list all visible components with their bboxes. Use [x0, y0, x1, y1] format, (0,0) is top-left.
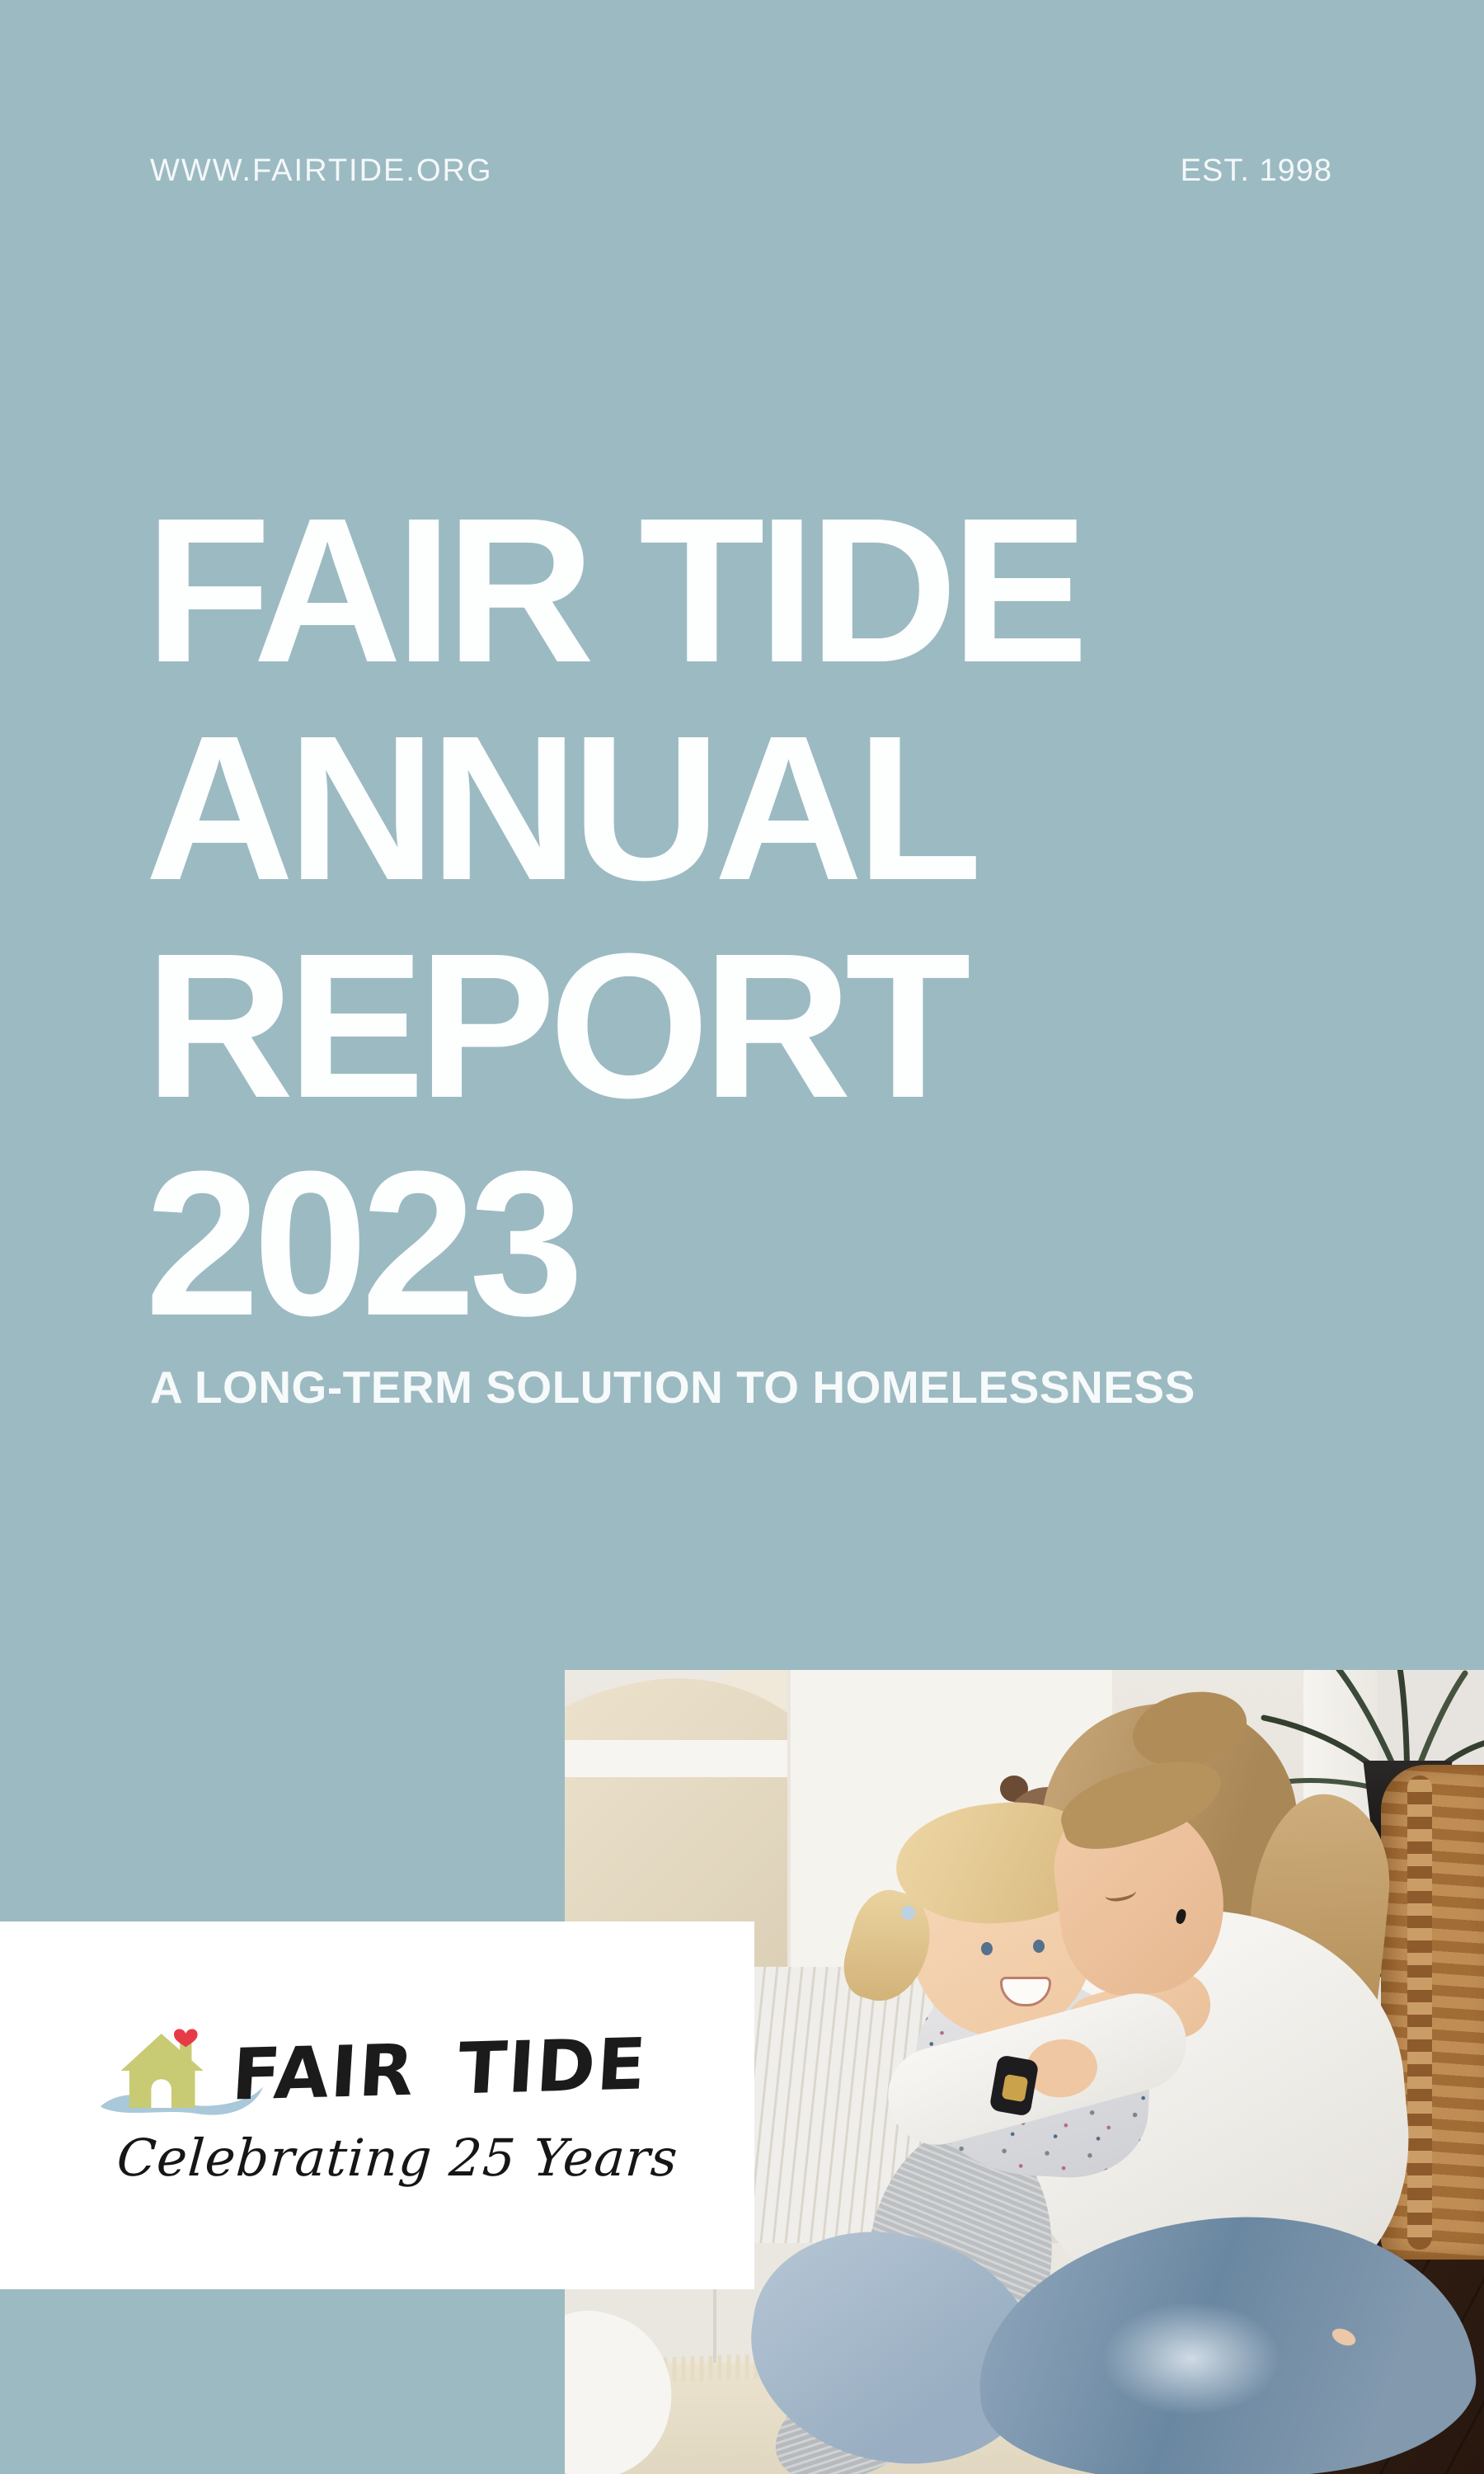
logo-tagline: Celebrating 25 Years	[115, 2128, 680, 2188]
logo-card: FAIR TIDE Celebrating 25 Years	[0, 1921, 754, 2289]
website-url: WWW.FAIRTIDE.ORG	[150, 153, 493, 188]
logo-wordmark: FAIR TIDE	[229, 2023, 650, 2117]
title-line-4: 2023	[145, 1128, 584, 1358]
report-title: FAIR TIDE ANNUAL REPORT 2023	[145, 475, 1088, 1358]
wicker-braid	[1407, 1776, 1432, 2250]
cover-photo	[565, 1670, 1484, 2474]
wave-icon	[101, 2086, 264, 2115]
established-label: EST. 1998	[1180, 153, 1332, 188]
heart-icon	[173, 2029, 198, 2048]
child-eye	[1033, 1940, 1045, 1953]
watch-face	[1001, 2073, 1029, 2103]
child-eye	[981, 1942, 993, 1955]
title-line-1: FAIR TIDE	[145, 475, 1088, 705]
child-hair-tie	[901, 1906, 915, 1920]
report-subtitle: A LONG-TERM SOLUTION TO HOMELESSNESS	[150, 1362, 1195, 1413]
jeans-knee-highlight	[1068, 2280, 1315, 2437]
title-line-2: ANNUAL	[145, 693, 982, 923]
fairtide-logo-icon	[101, 2029, 264, 2115]
title-line-3: REPORT	[145, 910, 971, 1141]
